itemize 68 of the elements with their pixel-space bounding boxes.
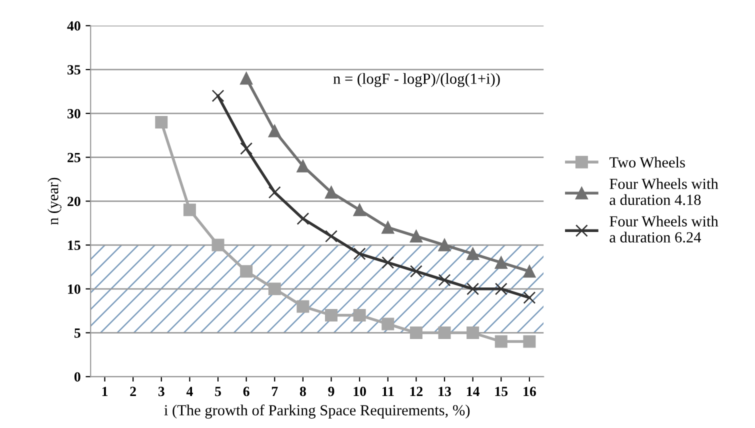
x-tick-label: 7 — [272, 386, 278, 396]
x-tick-label: 9 — [328, 386, 334, 396]
x-tick-label: 16 — [524, 386, 536, 396]
y-tick-label: 25 — [68, 152, 80, 162]
x-tick-label: 12 — [410, 386, 423, 396]
y-tick-label: 0 — [74, 372, 80, 382]
point — [523, 291, 536, 304]
y-tick-label: 5 — [74, 328, 80, 338]
point — [296, 212, 310, 225]
x-tick-label: 2 — [130, 386, 136, 396]
x-tick-label: 14 — [466, 386, 480, 396]
point — [240, 265, 253, 278]
point — [240, 142, 253, 155]
point — [382, 318, 394, 330]
point — [523, 335, 536, 348]
x-tick-label: 6 — [243, 386, 250, 396]
x-tick-label: 4 — [186, 386, 193, 396]
point — [325, 308, 338, 322]
y-tick-label: 15 — [68, 240, 80, 250]
point — [212, 238, 224, 252]
legend-label: Four Wheels with a duration 4.18 — [610, 178, 718, 206]
point — [268, 124, 281, 138]
x-tick-label: 8 — [300, 386, 306, 396]
point — [155, 116, 168, 128]
point — [466, 282, 480, 296]
legend-label: Two Wheels — [609, 156, 685, 168]
point — [325, 230, 338, 243]
point — [268, 186, 281, 199]
point — [325, 186, 338, 199]
y-tick-label: 10 — [68, 284, 80, 294]
point — [212, 90, 224, 102]
point — [353, 248, 366, 260]
point — [438, 326, 451, 340]
point — [296, 300, 310, 313]
y-tick-label: 40 — [67, 21, 80, 31]
x-tick-label: 11 — [382, 386, 394, 396]
point — [494, 335, 508, 348]
x-tick-label: 13 — [438, 386, 451, 396]
point — [240, 72, 253, 85]
point — [410, 326, 422, 340]
point — [268, 282, 281, 296]
x-tick-label: 10 — [354, 386, 366, 396]
point — [466, 248, 480, 260]
y-axis-title: n (year) — [48, 178, 62, 225]
x-tick-label: 3 — [158, 386, 164, 396]
annotation: n = (logF - logP)/(log(1+i)) — [333, 73, 500, 88]
point — [494, 282, 508, 296]
point — [523, 265, 536, 278]
y-tick-label: 20 — [68, 196, 80, 206]
point — [466, 326, 480, 340]
point — [296, 160, 310, 172]
point — [183, 204, 196, 216]
point — [353, 308, 366, 322]
point — [410, 265, 422, 278]
x-tick-label: 1 — [102, 386, 108, 396]
x-tick-label: 15 — [495, 386, 508, 396]
y-tick-label: 30 — [68, 109, 80, 118]
legend-label: Four Wheels with a duration 6.24 — [610, 216, 718, 243]
point — [382, 221, 394, 234]
x-axis-title: i (The growth of Parking Space Requirements, %) — [164, 404, 470, 419]
point — [438, 274, 451, 286]
y-tick-label: 35 — [68, 65, 80, 75]
point — [438, 238, 451, 252]
point — [353, 204, 366, 216]
x-tick-label: 5 — [215, 386, 221, 396]
point — [494, 256, 508, 269]
point — [410, 230, 422, 243]
point — [382, 256, 394, 269]
